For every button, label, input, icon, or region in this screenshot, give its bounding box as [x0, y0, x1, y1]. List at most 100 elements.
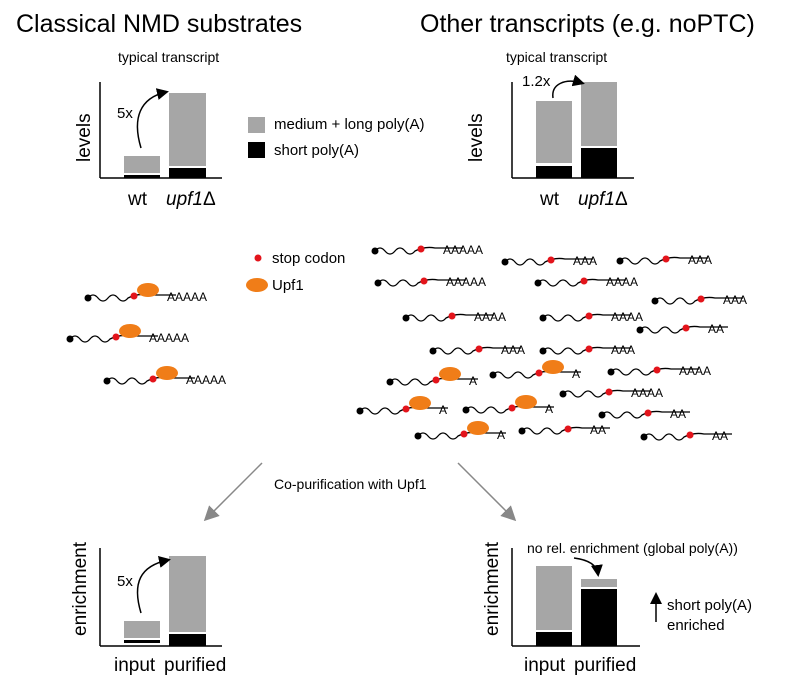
cap-dot [429, 347, 437, 355]
stop-codon-dot [662, 255, 670, 263]
transcript: AAAAA [103, 366, 226, 387]
upf1-ellipse [439, 367, 461, 381]
polya-tail-label: AAA [611, 343, 635, 357]
tr-x-upf1-name: upf1 [578, 189, 615, 210]
polya-tail-label: A [497, 428, 505, 442]
legend-upf1-label: Upf1 [272, 277, 304, 294]
polya-tail-label: AAAAA [167, 290, 207, 304]
tr-fold-label: 1.2x [522, 73, 551, 90]
cap-dot [386, 378, 394, 386]
tr-chart [511, 74, 634, 179]
cap-dot [534, 279, 542, 287]
stop-codon-dot [564, 425, 572, 433]
stop-codon-dot [432, 376, 440, 384]
stop-codon-dot [402, 405, 410, 413]
short-polya-enriched-line1: short poly(A) [667, 597, 753, 614]
legend-upf1-ellipse [246, 278, 268, 292]
polya-tail-label: A [572, 367, 580, 381]
bl-fold-arrow [136, 556, 171, 614]
legend-stop-label: stop codon [272, 250, 346, 267]
br-bar-purified-grey [581, 579, 617, 587]
cap-dot [489, 371, 497, 379]
polya-tail-label: A [439, 403, 447, 417]
tr-x-wt: wt [540, 189, 559, 210]
transcript: AAA [429, 343, 525, 357]
transcript: AAAA [534, 275, 638, 289]
transcript: AAAA [539, 310, 643, 324]
br-bar-input-grey [536, 566, 572, 630]
stop-codon-dot [112, 333, 120, 341]
br-no-enrichment-arrow [573, 557, 603, 577]
transcript: AAAAA [374, 275, 486, 289]
tl-bar-wt-black [124, 175, 160, 178]
transcript: AAAA [402, 310, 506, 324]
cap-dot [598, 411, 606, 419]
bl-bar-purified-grey [169, 556, 206, 632]
polya-tail-label: AAA [723, 293, 747, 307]
transcript: A [386, 367, 478, 388]
transcript: AAAAA [66, 324, 189, 345]
cap-dot [84, 294, 92, 302]
left-title: Classical NMD substrates [16, 10, 303, 38]
transcript: AAA [616, 253, 712, 267]
br-x-purified: purified [574, 655, 637, 676]
cap-dot [356, 407, 364, 415]
cap-dot [103, 377, 111, 385]
polya-tail-label: AAA [573, 254, 597, 268]
bl-fold-label: 5x [117, 573, 133, 590]
stop-codon-dot [460, 430, 468, 438]
copurification-label: Co-purification with Upf1 [274, 476, 427, 492]
stop-codon-dot [686, 431, 694, 439]
cap-dot [539, 347, 547, 355]
br-chart [511, 548, 662, 647]
upf1-ellipse [542, 360, 564, 374]
no-rel-enrichment-label: no rel. enrichment (global poly(A)) [527, 540, 738, 556]
tl-x-upf1: upf1Δ [166, 190, 216, 209]
stop-codon-dot [547, 256, 555, 264]
br-bar-input-black [536, 632, 572, 646]
short-polya-enriched-line2: enriched [667, 617, 725, 634]
tr-x-delta: Δ [614, 189, 628, 210]
polya-tail-label: AAAAA [186, 373, 226, 387]
polya-tail-label: AA [712, 429, 728, 443]
stop-codon-dot [475, 345, 483, 353]
bl-chart [99, 548, 222, 647]
polya-tail-label: AAAA [474, 310, 506, 324]
transcript: A [489, 360, 581, 381]
transcript: AA [518, 423, 610, 437]
transcript: AA [598, 407, 690, 421]
transcript: AAAAA [371, 243, 483, 257]
tr-fold-arrow [552, 74, 585, 99]
stop-codon-dot [448, 312, 456, 320]
bl-bar-purified-black [169, 634, 206, 646]
polya-tail-label: AAAAA [443, 243, 483, 257]
cap-dot [462, 406, 470, 414]
transcript: AA [640, 429, 732, 443]
bl-x-input: input [114, 655, 156, 676]
right-title: Other transcripts (e.g. noPTC) [420, 10, 755, 38]
stop-codon-dot [508, 404, 516, 412]
tl-x-wt: wt [128, 189, 147, 210]
stop-codon-dot [420, 277, 428, 285]
polya-tail-label: AA [590, 423, 606, 437]
legend-stop-dot [254, 254, 262, 262]
tl-fold-arrow [136, 88, 169, 149]
cap-dot [640, 433, 648, 441]
upf1-ellipse [467, 421, 489, 435]
polya-tail-label: A [469, 374, 477, 388]
left-typical-transcript: typical transcript [118, 49, 220, 65]
tl-bar-upf1-black [169, 168, 206, 178]
bl-bar-input-black [124, 640, 160, 643]
tl-x-delta: Δ [202, 189, 216, 210]
br-x-input: input [524, 655, 566, 676]
bl-x-purified: purified [164, 655, 227, 676]
transcript: AA [636, 322, 728, 336]
cap-dot [66, 335, 74, 343]
tl-bar-wt-grey [124, 156, 160, 173]
transcript: A [462, 395, 554, 416]
polya-tail-label: AA [708, 322, 724, 336]
br-bar-purified-black [581, 589, 617, 646]
tr-bar-upf1-black [581, 148, 617, 178]
legend-black-swatch [248, 142, 265, 158]
